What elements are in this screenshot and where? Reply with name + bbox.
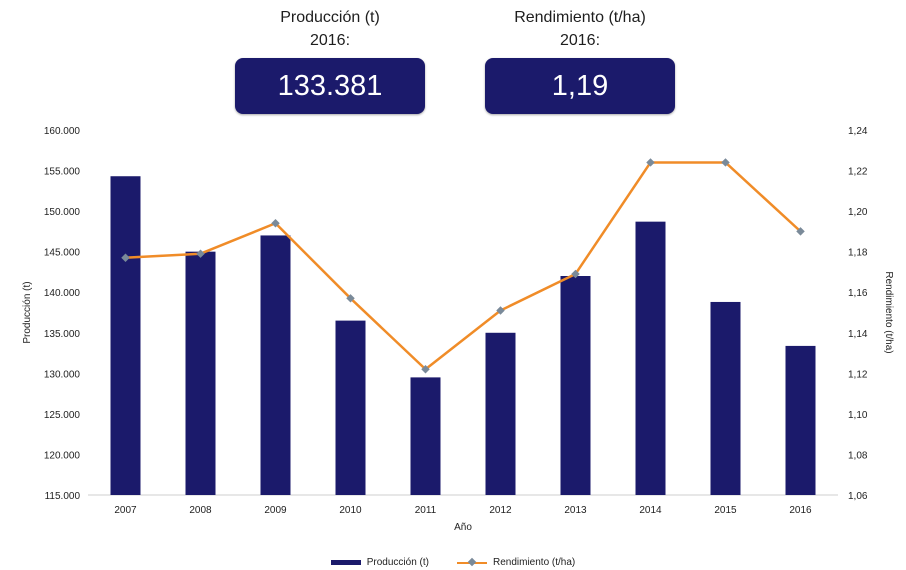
point-rendimiento <box>421 365 430 374</box>
point-rendimiento <box>271 219 280 228</box>
x-tick-label: 2016 <box>789 505 812 516</box>
produccion-kpi-title: Producción (t) 2016: <box>235 6 425 52</box>
y-left-tick-label: 160.000 <box>44 126 81 137</box>
legend-item-rendimiento: Rendimiento (t/ha) <box>456 557 576 568</box>
bar-produccion <box>710 301 741 495</box>
x-tick-label: 2009 <box>264 505 287 516</box>
point-rendimiento <box>496 306 505 315</box>
y-left-tick-label: 150.000 <box>44 207 81 218</box>
y-left-tick-label: 135.000 <box>44 329 81 340</box>
x-tick-label: 2014 <box>639 505 662 516</box>
y-right-tick-label: 1,06 <box>848 491 868 502</box>
x-axis-title: Año <box>454 522 472 533</box>
y-right-tick-label: 1,12 <box>848 369 868 380</box>
bar-produccion <box>560 276 591 495</box>
bar-produccion <box>785 345 816 495</box>
legend-marker-icon <box>467 557 477 566</box>
production-yield-chart: 160.000 155.000 150.000 145.000 140.000 135.0… <box>22 126 894 533</box>
y-right-tick-label: 1,18 <box>848 248 868 259</box>
point-rendimiento <box>196 249 205 258</box>
x-tick-label: 2013 <box>564 505 587 516</box>
y-right-tick-label: 1,08 <box>848 450 868 461</box>
y-right-tick-label: 1,24 <box>848 126 868 137</box>
legend-item-produccion: Producción (t) <box>330 557 429 568</box>
produccion-kpi-value: 133.381 <box>235 58 425 114</box>
legend-label-rendimiento: Rendimiento (t/ha) <box>492 557 576 568</box>
rendimiento-kpi-title: Rendimiento (t/ha) 2016: <box>485 6 675 52</box>
y-left-tick-label: 120.000 <box>44 450 81 461</box>
y-right-tick-label: 1,22 <box>848 167 868 178</box>
y-left-tick-label: 130.000 <box>44 369 81 380</box>
y-left-tick-label: 145.000 <box>44 248 81 259</box>
point-rendimiento <box>121 253 130 262</box>
bar-produccion <box>185 251 216 495</box>
point-rendimiento <box>346 294 355 303</box>
chart-legend: Producción (t) Rendimiento (t/ha) <box>0 557 906 568</box>
y-left-axis-title: Producción (t) <box>22 281 33 343</box>
legend-swatch-produccion <box>330 560 361 565</box>
legend-swatch-rendimiento <box>456 557 487 566</box>
x-tick-label: 2008 <box>189 505 212 516</box>
bar-produccion <box>485 332 516 495</box>
y-left-tick-label: 115.000 <box>45 491 81 502</box>
y-right-tick-label: 1,14 <box>848 329 868 340</box>
rendimiento-kpi-title-line1: Rendimiento (t/ha) <box>514 9 646 26</box>
produccion-kpi-title-line2: 2016: <box>309 32 351 49</box>
x-tick-label: 2010 <box>339 505 362 516</box>
bar-produccion <box>110 176 141 495</box>
bar-produccion <box>335 320 366 495</box>
bar-produccion <box>410 377 441 495</box>
y-left-tick-label: 125.000 <box>44 410 81 421</box>
point-rendimiento <box>571 269 580 279</box>
produccion-kpi-title-line1: Producción (t) <box>280 9 380 26</box>
y-right-tick-label: 1,20 <box>848 207 868 218</box>
y-right-tick-label: 1,10 <box>848 410 868 421</box>
x-tick-label: 2012 <box>489 505 512 516</box>
x-tick-label: 2011 <box>415 505 437 516</box>
x-tick-label: 2015 <box>714 505 737 516</box>
legend-label-produccion: Producción (t) <box>366 557 429 568</box>
rendimiento-kpi-title-line2: 2016: <box>559 32 601 49</box>
bar-produccion <box>635 221 666 495</box>
line-rendimiento <box>125 161 802 371</box>
bar-produccion <box>260 235 291 495</box>
y-left-tick-label: 140.000 <box>44 288 81 299</box>
y-right-tick-label: 1,16 <box>848 288 868 299</box>
rendimiento-kpi-value: 1,19 <box>485 58 675 114</box>
y-left-tick-label: 155.000 <box>44 167 81 178</box>
x-tick-label: 2007 <box>114 505 137 516</box>
y-right-axis-title: Rendimiento (t/ha) <box>883 271 894 353</box>
